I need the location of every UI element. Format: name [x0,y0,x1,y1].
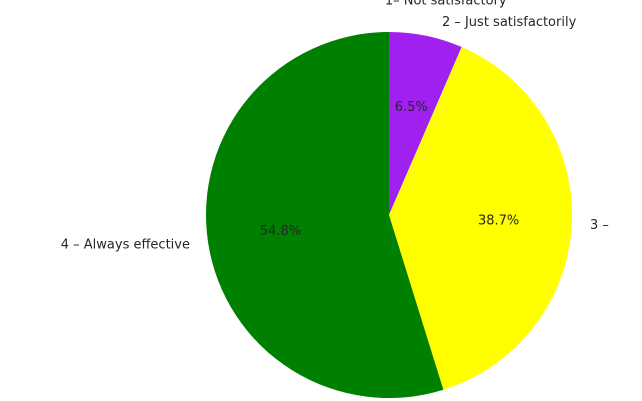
slice-label-2: 2 – Just satisfactorily [442,15,577,30]
pie-slice-4 [205,32,444,398]
pie-slice-1 [389,32,462,215]
slice-pct-label-3: 38.7% [478,213,519,228]
slice-pct-label-1: 6.5% [395,100,428,115]
slice-label-4: 4 – Always effective [61,238,190,253]
slice-pct-label-4: 54.8% [260,224,301,239]
slice-label-1: 1– Not satisfactory [385,0,507,8]
pie-slice-3 [389,47,573,390]
slice-label-3: 3 – [590,218,609,233]
